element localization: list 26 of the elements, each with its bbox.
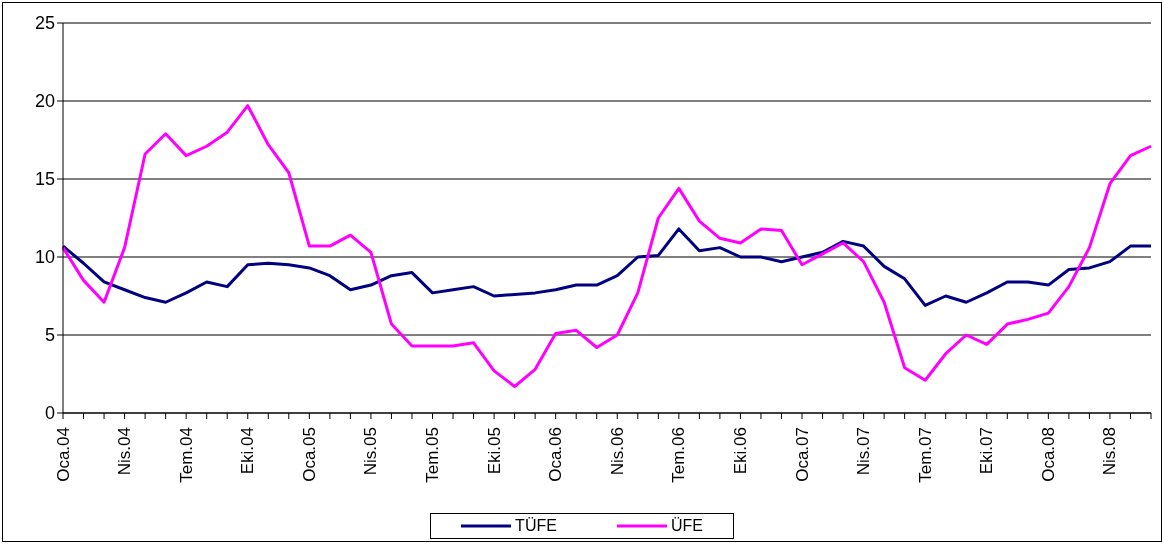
x-tick-label: Oca.07 <box>792 427 812 482</box>
x-tick-label: Tem.06 <box>669 427 689 483</box>
x-tick-label: Nis.06 <box>607 427 627 476</box>
x-tick-label: Eki.04 <box>238 427 258 475</box>
y-tick-label: 15 <box>34 169 55 190</box>
x-tick-label: Nis.05 <box>361 427 381 476</box>
x-tick-label: Nis.07 <box>854 427 874 476</box>
x-tick-label: Eki.05 <box>484 427 504 475</box>
x-tick-label: Tem.04 <box>176 427 196 483</box>
x-tick-label: Tem.05 <box>423 427 443 483</box>
legend-label: ÜFE <box>670 517 703 535</box>
x-tick-label: Oca.04 <box>53 427 73 482</box>
x-tick-label: Nis.04 <box>115 427 135 476</box>
x-tick-label: Tem.07 <box>915 427 935 483</box>
legend-label: TÜFE <box>515 517 557 535</box>
x-tick-label: Oca.06 <box>546 427 566 482</box>
x-tick-label: Oca.05 <box>299 427 319 482</box>
y-tick-label: 10 <box>34 247 55 268</box>
y-tick-label: 25 <box>34 13 55 34</box>
x-tick-label: Oca.08 <box>1038 427 1058 482</box>
y-tick-label: 5 <box>44 325 55 346</box>
x-tick-label: Eki.06 <box>730 427 750 475</box>
x-tick-label: Eki.07 <box>977 427 997 475</box>
y-tick-label: 0 <box>44 403 55 424</box>
y-tick-label: 20 <box>34 91 55 112</box>
x-tick-label: Nis.08 <box>1100 427 1120 476</box>
